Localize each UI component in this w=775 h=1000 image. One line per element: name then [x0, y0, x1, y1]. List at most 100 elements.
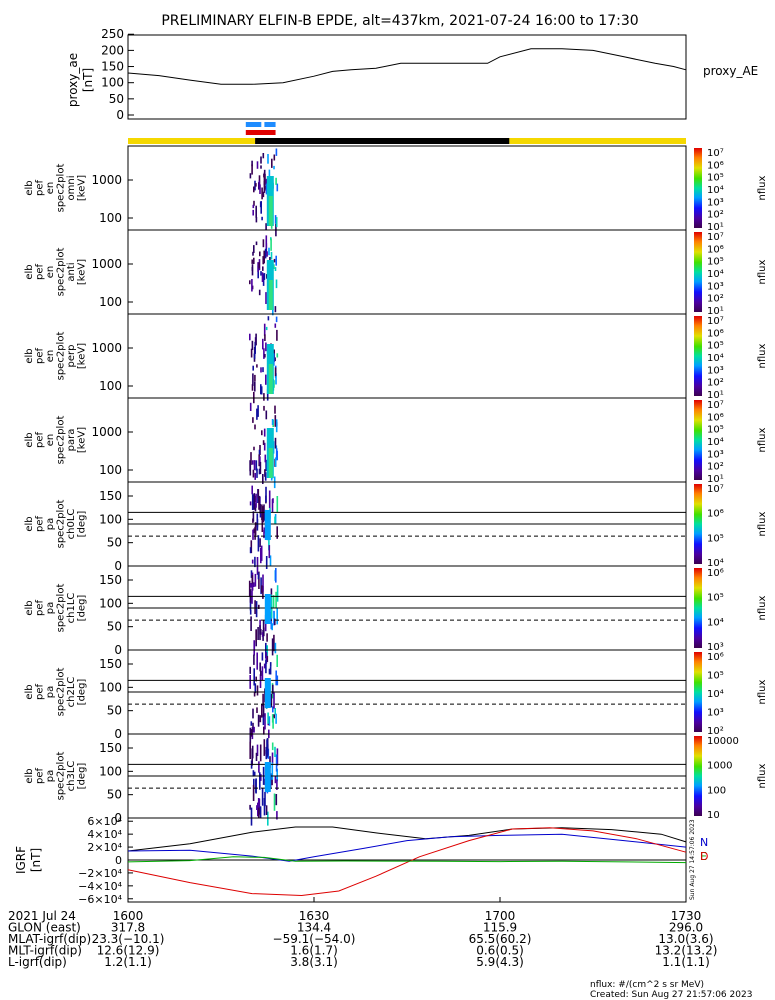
spectrogram-pixel [263, 323, 266, 336]
spectrogram-pixel [275, 148, 278, 156]
spectrogram-pixel [251, 160, 253, 167]
colorbar-tick-label: 10⁷ [707, 316, 724, 327]
spectrogram-pixel [265, 326, 268, 331]
spectrogram-pixel [271, 775, 273, 786]
spectrogram-pixel [266, 389, 269, 401]
colorbar [694, 652, 702, 732]
spectrogram-pixel [265, 652, 268, 664]
colorbar-tick-label: 10³ [707, 197, 724, 208]
spectrogram-pixel [249, 280, 251, 285]
lshell-bar-black [255, 138, 510, 144]
spectrogram-pixel [263, 442, 266, 451]
spectrogram-pixel [261, 272, 264, 282]
spectrogram-pixel [251, 164, 253, 175]
colorbar-tick-label: 10⁴ [707, 617, 724, 628]
colorbar-label: nflux [757, 763, 768, 788]
spectrogram-pixel [253, 726, 255, 733]
spectrogram-pixel [268, 716, 271, 726]
spectrogram-pixel [266, 645, 268, 659]
panel-ylabel: pef [35, 600, 46, 617]
colorbar-label: nflux [757, 175, 768, 200]
colorbar-tick-label: 10¹ [707, 222, 724, 233]
spectrogram-pixel [255, 493, 257, 508]
spectrogram-pixel [253, 446, 255, 451]
spectrogram-pixel [259, 715, 262, 723]
spectrogram-pixel [276, 183, 279, 192]
spectrogram-pixel [275, 419, 278, 433]
spectrogram-pixel [265, 410, 268, 420]
colorbar [694, 148, 702, 228]
spectrogram-pixel [262, 574, 264, 592]
spectrogram-pixel [257, 798, 260, 812]
science-zone-bars [245, 122, 276, 135]
ytick-label: 0 [114, 727, 122, 741]
panel-ylabel: en [45, 350, 56, 363]
spectrogram-pixel [262, 338, 264, 350]
spectrogram-pixel [265, 659, 267, 674]
panel-ylabel: en [45, 266, 56, 279]
ytick-label: 150 [99, 657, 122, 671]
colorbar-tick-label: 10² [707, 210, 724, 221]
colorbar-tick-label: 10⁵ [707, 173, 724, 184]
spectrogram-pixel [255, 779, 257, 793]
spectrogram-pixel [274, 516, 276, 524]
spectrogram-pixel [259, 512, 262, 518]
pa-core [264, 510, 271, 540]
proxy-ae-ytick-label: 250 [101, 27, 124, 41]
spectrogram-pixel [255, 629, 257, 643]
panel-ylabel: pef [35, 432, 46, 449]
spectrogram-pixel [275, 373, 277, 385]
panel-ylabel: omni [66, 176, 77, 201]
spectrogram-pixel [254, 381, 256, 392]
colorbar-tick-label: 10⁷ [707, 148, 724, 159]
spectrogram-pixel [250, 348, 253, 358]
spectrogram-pixel [256, 685, 259, 696]
ytick-label: 150 [99, 573, 122, 587]
spectrogram-pixel [263, 428, 266, 437]
spectrogram-pixel [256, 707, 258, 713]
panel-ylabel: perp [66, 345, 77, 368]
spectrogram-pixel [263, 529, 265, 539]
colorbar-tick-label: 10⁵ [707, 257, 724, 268]
ytick-label: 150 [99, 489, 122, 503]
proxy-ae-ytick-label: 150 [101, 60, 124, 74]
spectrogram-pixel [274, 405, 276, 414]
ytick-label: 50 [107, 704, 122, 718]
igrf-line-D [127, 827, 687, 897]
spectrogram-pixel [253, 460, 256, 471]
spectrogram-pixel [252, 708, 254, 719]
spectrogram-pixel [249, 741, 251, 759]
spectrogram-pixel [274, 746, 276, 757]
spectrogram-pixel [266, 633, 268, 642]
spectrogram-pixel [260, 386, 263, 395]
spectrogram-pixel [251, 494, 254, 510]
spectrogram-pixel [263, 513, 265, 521]
spectrogram-pixel [258, 571, 260, 589]
panel-ylabel: [keV] [77, 343, 88, 369]
spectrogram-pixel [265, 746, 268, 760]
colorbar-tick-label: 10⁶ [707, 328, 724, 339]
footer-value: 13.0(3.6) [658, 932, 713, 946]
footer-value: 134.4 [297, 921, 331, 935]
spectrogram-pixel [251, 748, 253, 766]
spectrogram-pixel [274, 642, 277, 654]
spectrogram-pixel [255, 217, 258, 223]
spectrogram-pixel [274, 415, 277, 427]
spectrogram-pixel [257, 535, 260, 552]
spectrogram-pixel [274, 437, 277, 449]
spectrogram-pixel [263, 393, 265, 401]
footer-value: 13.2(13.2) [655, 944, 718, 958]
spectrogram-pixel [259, 461, 262, 474]
spectrogram-pixel [256, 652, 258, 670]
spectrogram-pixel [257, 572, 260, 580]
colorbar-tick-label: 10⁵ [707, 593, 724, 604]
spectrogram-pixel [265, 235, 268, 249]
footer-row-label: MLAT-igrf(dip) [8, 932, 91, 946]
ytick-label: 50 [107, 788, 122, 802]
spectrogram-pixel [254, 180, 256, 191]
colorbar-tick-label: 10⁵ [707, 671, 724, 682]
spectrogram-pixel [270, 606, 273, 619]
